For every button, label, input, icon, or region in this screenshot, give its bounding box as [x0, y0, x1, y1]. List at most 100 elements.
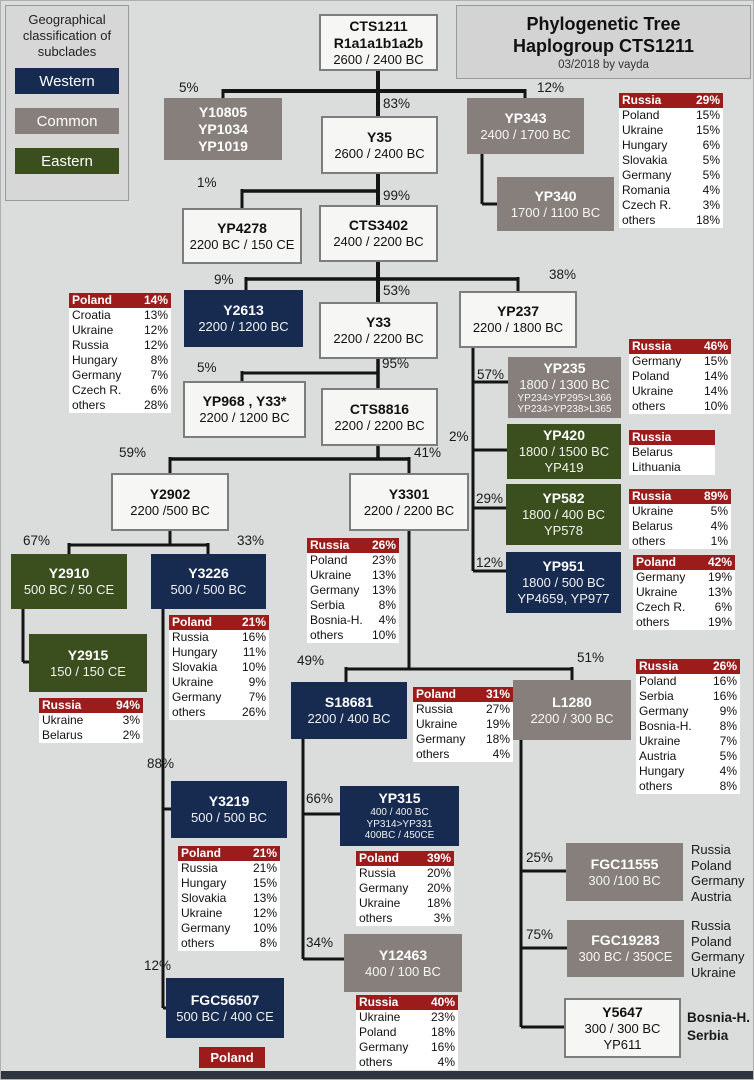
- country-stats-row: Hungary 8%: [69, 353, 171, 368]
- branch-percent-label: 99%: [383, 188, 411, 203]
- side-country: Poland: [691, 857, 732, 873]
- clade-node-text: 2200 / 1200 BC: [199, 410, 290, 425]
- clade-node-text: 2600 / 2400 BC: [333, 51, 424, 67]
- clade-node-yp237: YP237 2200 / 1800 BC: [459, 291, 577, 348]
- country-stats-header: Russia 26%: [307, 538, 399, 553]
- country-stats-row: Ukraine 9%: [169, 675, 269, 690]
- clade-node-text: YP234>YP295>L366: [517, 392, 612, 404]
- clade-node-text: YP1034: [198, 120, 248, 137]
- clade-node-text: YP420: [542, 427, 586, 443]
- legend-title: Geographical classification of subclades: [22, 12, 112, 59]
- clade-node-text: Y35: [367, 128, 392, 145]
- clade-node-text: 2200 / 2200 BC: [363, 502, 455, 518]
- clade-node-text: 1700 / 1100 BC: [510, 204, 601, 220]
- branch-percent-label: 5%: [197, 360, 217, 375]
- country-stats-row: others 19%: [633, 615, 735, 630]
- legend-item-common: Common: [15, 108, 119, 134]
- clade-node-yp343: YP343 2400 / 1700 BC: [467, 98, 584, 154]
- clade-node-text: CTS1211: [349, 17, 408, 34]
- country-stats-row: Russia 27%: [413, 702, 513, 717]
- clade-node-fgc56507: FGC56507 500 BC / 400 CE: [166, 978, 284, 1038]
- country-stats-row: Belarus: [629, 445, 715, 460]
- clade-node-text: 500 BC / 400 CE: [176, 1008, 274, 1024]
- bottom-border-bar: [1, 1071, 753, 1079]
- country-stats-yp235: Russia 46% Germany 15% Poland 14% Ukraine 14% ot…: [629, 339, 731, 414]
- clade-node-text: 500 BC / 50 CE: [23, 582, 115, 597]
- country-stats-row: Slovakia 5%: [619, 153, 723, 168]
- branch-percent-label: 67%: [23, 533, 51, 548]
- country-stats-row: Bosnia-H. 4%: [307, 613, 399, 628]
- side-country: Austria: [691, 888, 732, 904]
- clade-node-text: YP340: [534, 187, 577, 204]
- country-stats-y2915: Russia 94% Ukraine 3% Belarus 2%: [39, 698, 143, 743]
- country-stats-header: Poland 39%: [356, 851, 454, 866]
- country-stats-row: Ukraine 7%: [636, 734, 740, 749]
- country-stats-row: Romania 4%: [619, 183, 723, 198]
- country-stats-y12463: Russia 40% Ukraine 23% Poland 18% Germany 16% ot…: [356, 995, 458, 1070]
- branch-percent-label: 75%: [526, 927, 554, 942]
- country-stats-header: Poland 21%: [169, 615, 269, 630]
- clade-node-text: CTS8816: [349, 400, 410, 417]
- clade-node-text: 2200 / 1800 BC: [472, 320, 564, 335]
- country-stats-header: Poland 42%: [633, 555, 735, 570]
- clade-node-text: YP4659, YP977: [517, 591, 610, 606]
- country-stats-row: others 10%: [307, 628, 399, 643]
- clade-node-y2902: Y2902 2200 /500 BC: [111, 473, 229, 531]
- clade-node-text: 2400 / 2200 BC: [333, 234, 424, 249]
- clade-node-text: CTS3402: [348, 217, 409, 233]
- branch-percent-label: 51%: [577, 650, 605, 665]
- clade-node-text: YP578: [543, 523, 584, 538]
- clade-node-y12463: Y12463 400 / 100 BC: [344, 934, 462, 992]
- side-country: Germany: [691, 873, 745, 888]
- clade-node-text: 1800 / 1500 BC: [518, 444, 610, 459]
- page-title-line1: Phylogenetic Tree: [526, 14, 681, 34]
- country-stats-header: Russia 29%: [619, 93, 723, 108]
- country-stats-row: Germany 16%: [356, 1040, 458, 1055]
- clade-node-text: YP234>YP238>L365: [517, 404, 612, 415]
- clade-node-y10805: Y10805 YP1034 YP1019: [164, 98, 282, 160]
- clade-node-yp340: YP340 1700 / 1100 BC: [497, 177, 614, 231]
- country-stats-yp343: Russia 29% Poland 15% Ukraine 15% Hungary 6% Slo…: [619, 93, 723, 228]
- country-stats-row: Ukraine 23%: [356, 1010, 458, 1025]
- clade-node-cts3402: CTS3402 2400 / 2200 BC: [319, 205, 438, 262]
- country-stats-row: Russia 16%: [169, 630, 269, 645]
- country-stats-row: Russia 21%: [178, 861, 280, 876]
- country-stats-header: Russia 26%: [636, 659, 740, 674]
- clade-node-y3226: Y3226 500 / 500 BC: [151, 554, 266, 609]
- country-stats-row: others 8%: [636, 779, 740, 794]
- legend-item-eastern: Eastern: [15, 148, 119, 174]
- country-stats-row: Germany 13%: [307, 583, 399, 598]
- clade-node-l1280: L1280 2200 / 300 BC: [513, 680, 631, 740]
- country-stats-yp420: Russia Belarus Lithuania: [629, 430, 715, 475]
- country-stats-row: others 4%: [356, 1055, 458, 1070]
- page-title-line2: Haplogroup CTS1211: [512, 36, 695, 56]
- country-stats-row: Hungary 11%: [169, 645, 269, 660]
- clade-node-y3219: Y3219 500 / 500 BC: [171, 781, 287, 838]
- country-stats-row: Ukraine 18%: [356, 896, 454, 911]
- poland-badge: Poland: [199, 1047, 265, 1068]
- country-stats-row: Ukraine 15%: [619, 123, 723, 138]
- country-stats-header: Russia: [629, 430, 715, 445]
- country-stats-header: Russia 89%: [629, 489, 731, 504]
- country-stats-row: Czech R. 6%: [69, 383, 171, 398]
- clade-node-s18681: S18681 2200 / 400 BC: [291, 682, 407, 739]
- clade-node-text: 1800 / 1300 BC: [519, 376, 610, 392]
- country-stats-row: Ukraine 3%: [39, 713, 143, 728]
- legend-item-western: Western: [15, 68, 119, 94]
- country-stats-row: Ukraine 12%: [178, 906, 280, 921]
- clade-node-text: 1800 / 400 BC: [521, 507, 606, 522]
- country-stats-row: Ukraine 13%: [633, 585, 735, 600]
- branch-percent-label: 34%: [306, 935, 334, 950]
- clade-node-text: YP611: [603, 1036, 642, 1052]
- clade-node-text: YP1019: [198, 137, 248, 154]
- clade-node-text: YP951: [542, 558, 585, 574]
- country-stats-row: Germany 10%: [178, 921, 280, 936]
- side-country: Ukraine: [691, 964, 736, 980]
- clade-node-text: YP419: [544, 460, 584, 475]
- clade-node-text: Y33: [366, 314, 391, 330]
- title-panel: Phylogenetic Tree Haplogroup CTS1211 03/…: [456, 5, 751, 79]
- side-country: Russia: [691, 842, 731, 857]
- clade-node-text: Y3301: [388, 485, 430, 502]
- clade-node-text: FGC19283: [591, 932, 660, 948]
- country-stats-row: others 3%: [356, 911, 454, 926]
